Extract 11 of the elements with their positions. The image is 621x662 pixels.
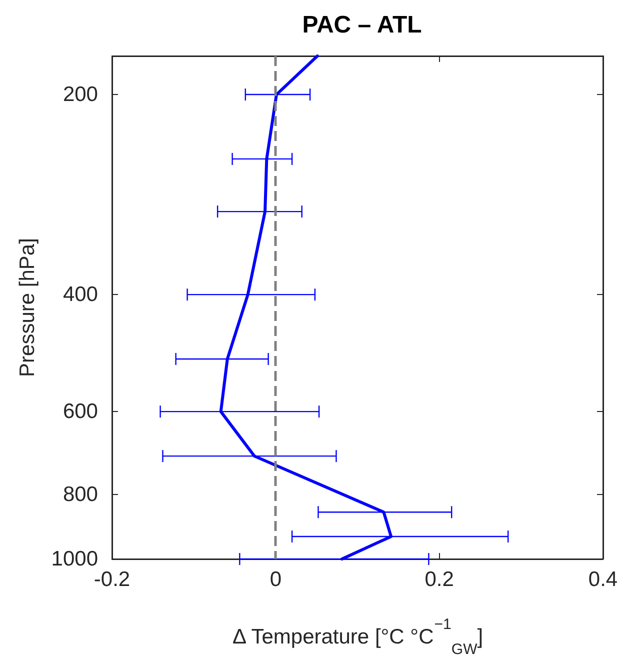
x-tick-label: 0.4: [588, 568, 618, 591]
y-tick-label: 600: [62, 400, 98, 424]
y-tick-label: 400: [62, 283, 98, 306]
x-tick-label: 0.2: [424, 568, 454, 591]
y-tick-label: 1000: [51, 548, 98, 570]
x-tick-label: -0.2: [94, 568, 130, 591]
y-tick-label: 200: [62, 83, 98, 106]
y-axis-title: Pressure [hPa]: [16, 238, 39, 377]
y-tick-label: 800: [62, 483, 98, 506]
chart-title: PAC – ATL: [302, 12, 422, 38]
x-tick-label: 0: [270, 568, 282, 591]
